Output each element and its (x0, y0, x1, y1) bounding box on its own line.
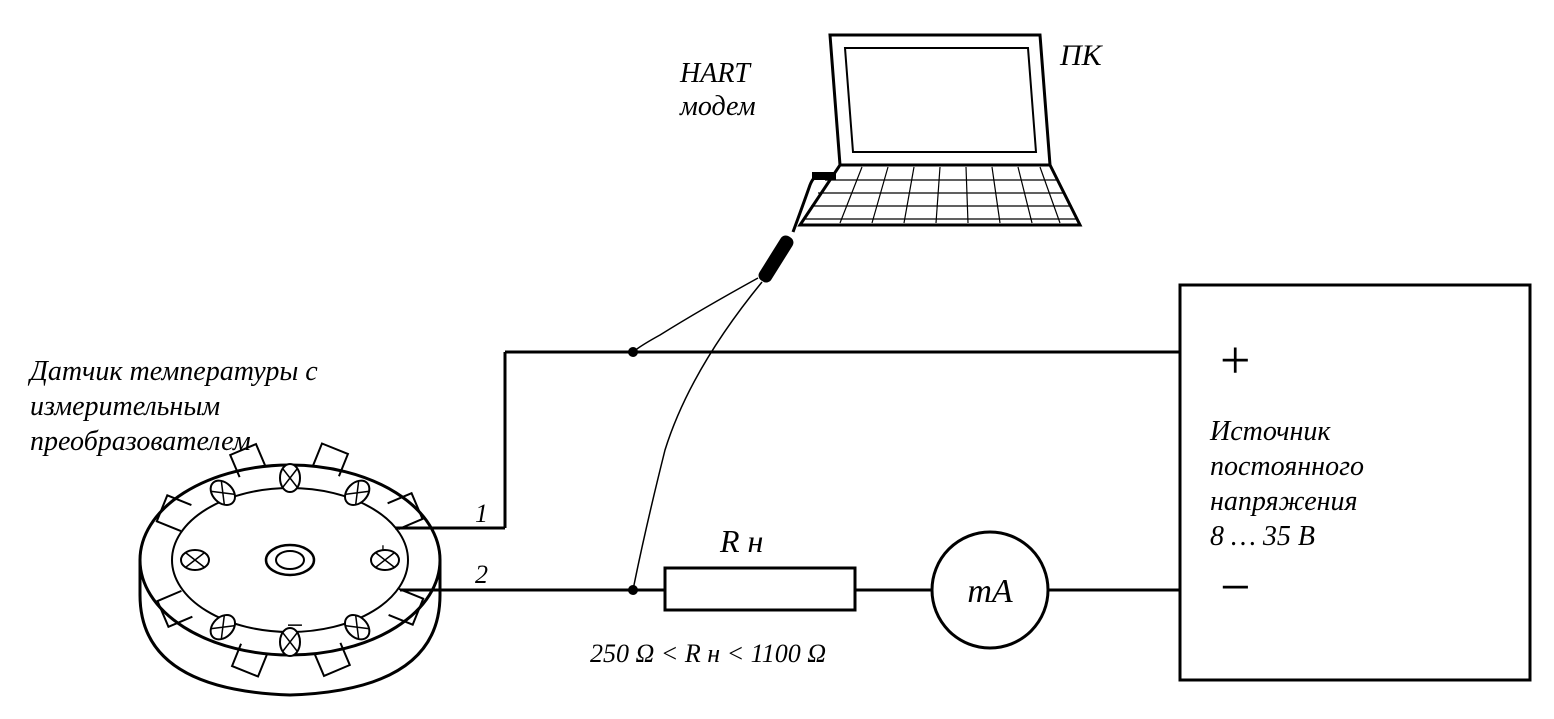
ammeter-label: mA (967, 573, 1013, 610)
power-minus-symbol: − (1220, 557, 1250, 617)
ammeter: mA (932, 532, 1048, 648)
hart-label-line2: модем (679, 91, 756, 122)
resistor-label: R н (719, 523, 763, 559)
power-label-line4: 8 … 35 В (1210, 521, 1315, 552)
sensor-label-line2: измерительным (30, 391, 220, 422)
transmitter-icon: + − (140, 443, 440, 695)
resistor-range-label: 250 Ω < R н < 1100 Ω (590, 639, 826, 668)
power-label-line1: Источник (1209, 416, 1331, 447)
power-supply-box: + − Источник постоянного напряжения 8 … … (1180, 285, 1530, 680)
power-label-line2: постоянного (1210, 451, 1364, 482)
terminal-1-label: 1 (475, 499, 488, 528)
power-label-line3: напряжения (1210, 486, 1358, 517)
terminal-2-label: 2 (475, 560, 488, 589)
sensor-label-line1: Датчик температуры с (27, 356, 318, 387)
power-plus-symbol: + (1220, 330, 1250, 390)
pc-label: ПК (1059, 39, 1104, 72)
wire-top (440, 352, 1180, 528)
laptop-icon (800, 35, 1080, 225)
hart-label-line1: HART (679, 58, 752, 89)
resistor: R н 250 Ω < R н < 1100 Ω (590, 523, 855, 668)
sensor-label-line3: преобразователем (30, 426, 251, 457)
diagram-canvas: + − Источник постоянного напряжения 8 … … (0, 0, 1554, 719)
